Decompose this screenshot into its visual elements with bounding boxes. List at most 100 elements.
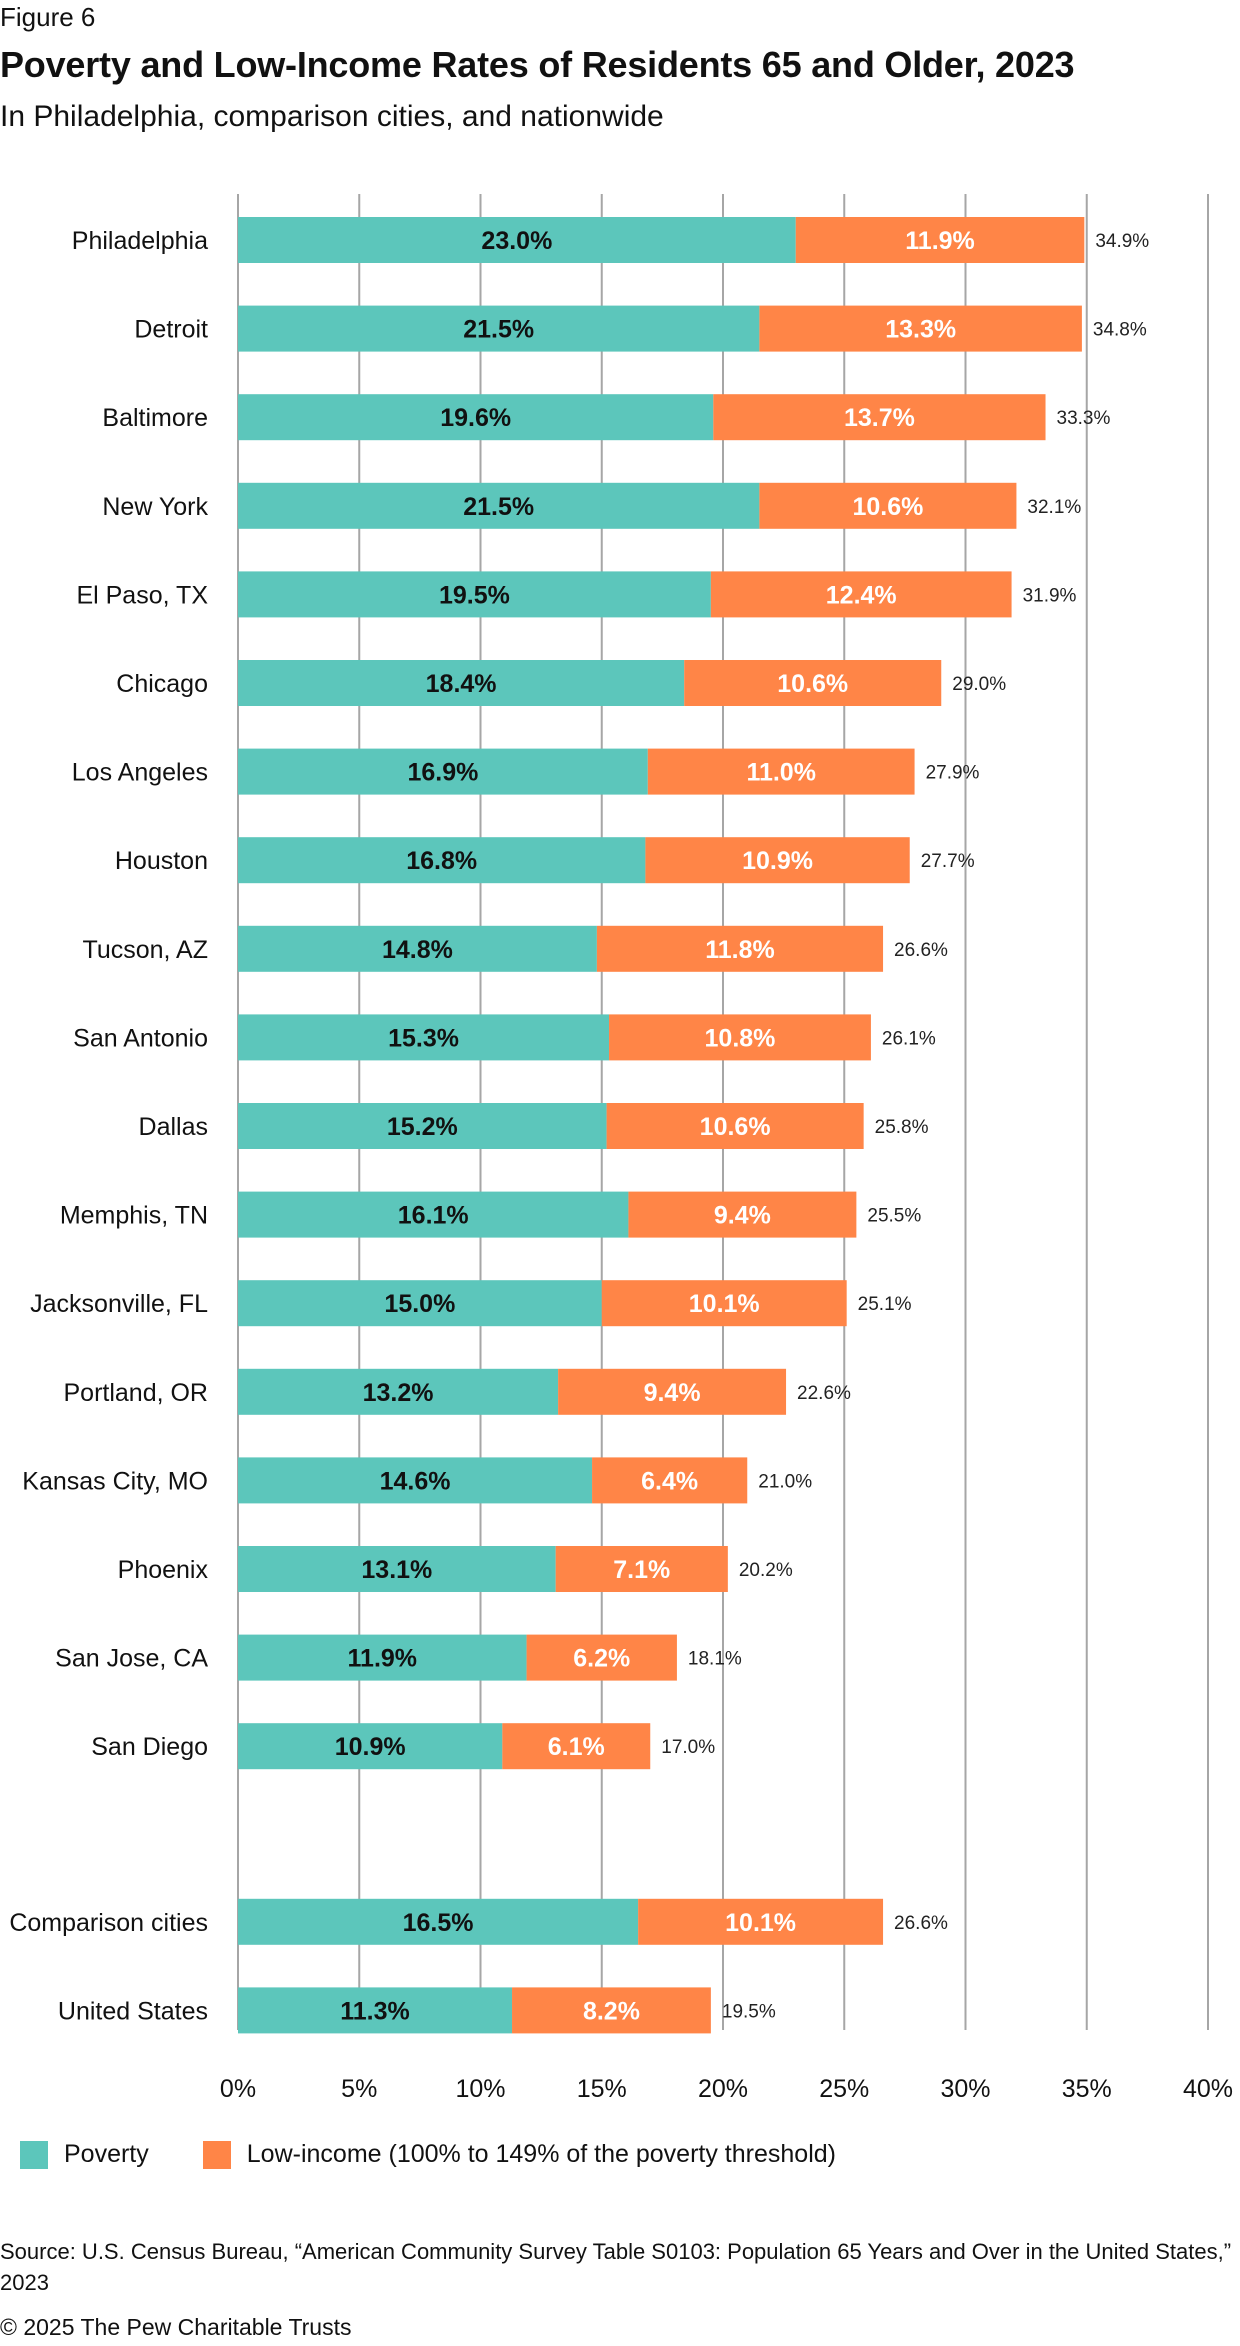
- data-label-total: 27.7%: [921, 851, 975, 872]
- chart-title: Poverty and Low-Income Rates of Resident…: [0, 44, 1075, 85]
- category-label: Tucson, AZ: [82, 936, 208, 964]
- data-label-low-income: 10.8%: [705, 1024, 776, 1052]
- data-label-low-income: 11.8%: [705, 936, 775, 964]
- category-label: El Paso, TX: [76, 581, 208, 609]
- category-label: San Jose, CA: [55, 1645, 208, 1673]
- data-label-total: 34.8%: [1093, 320, 1147, 341]
- data-label-total: 26.6%: [894, 1913, 948, 1934]
- data-label-poverty: 21.5%: [463, 493, 534, 521]
- data-label-poverty: 13.1%: [361, 1556, 432, 1584]
- data-label-poverty: 19.6%: [440, 404, 511, 432]
- bar-poverty: [238, 1368, 559, 1415]
- data-label-low-income: 10.1%: [725, 1909, 796, 1937]
- data-label-total: 26.1%: [882, 1028, 936, 1049]
- chart-subtitle: In Philadelphia, comparison cities, and …: [0, 100, 664, 133]
- data-label-poverty: 16.9%: [407, 759, 478, 787]
- data-label-total: 25.8%: [875, 1117, 929, 1138]
- stacked-bar-chart: 23.0% 11.9% 34.9% 21.5% 13.3% 34.8% 19.6% 13.7%…: [9, 194, 1233, 2103]
- category-label: Baltimore: [102, 404, 208, 432]
- bar-poverty: [238, 217, 796, 263]
- data-label-poverty: 15.3%: [388, 1024, 459, 1052]
- x-tick-label: 25%: [819, 2075, 869, 2103]
- legend: Poverty Low-income (100% to 149% of the …: [20, 2140, 890, 2169]
- poverty-swatch-icon: [20, 2140, 48, 2169]
- bar-low-income: [592, 1457, 748, 1504]
- bar-poverty: [238, 660, 685, 706]
- low-income-swatch-icon: [202, 2140, 231, 2169]
- category-label: Comparison cities: [9, 1909, 208, 1937]
- bar-low-income: [502, 1723, 651, 1770]
- legend-label-poverty: Poverty: [64, 2140, 149, 2168]
- data-label-total: 33.3%: [1057, 408, 1111, 429]
- bar-low-income: [713, 394, 1046, 441]
- data-label-low-income: 7.1%: [613, 1556, 670, 1584]
- data-label-total: 27.9%: [926, 763, 980, 784]
- data-label-poverty: 15.0%: [384, 1290, 455, 1318]
- data-label-total: 20.2%: [739, 1560, 793, 1581]
- category-label: Houston: [115, 847, 208, 875]
- data-label-low-income: 11.9%: [905, 227, 975, 255]
- bar-low-income: [710, 571, 1012, 618]
- bar-poverty: [238, 1987, 513, 2034]
- copyright: © 2025 The Pew Charitable Trusts: [0, 2314, 352, 2340]
- x-tick-label: 10%: [455, 2075, 505, 2103]
- bar-low-income: [645, 837, 910, 884]
- category-labels: Philadelphia Detroit Baltimore New York El P…: [9, 227, 208, 2025]
- data-label-low-income: 6.4%: [641, 1467, 698, 1495]
- data-label-low-income: 10.6%: [852, 493, 923, 521]
- category-label: Detroit: [134, 316, 208, 344]
- bar-poverty: [238, 305, 760, 352]
- bar-low-income: [512, 1987, 711, 2034]
- bar-low-income: [628, 1191, 857, 1238]
- category-label: Portland, OR: [63, 1379, 208, 1407]
- category-label: Chicago: [116, 670, 208, 698]
- data-label-total: 21.0%: [758, 1471, 812, 1492]
- x-tick-label: 40%: [1183, 2075, 1233, 2103]
- data-label-total: 29.0%: [952, 674, 1006, 695]
- data-label-low-income: 10.6%: [700, 1113, 771, 1141]
- data-label-low-income: 12.4%: [826, 581, 897, 609]
- data-label-low-income: 10.6%: [777, 670, 848, 698]
- data-label-poverty: 16.5%: [403, 1909, 474, 1937]
- bar-poverty: [238, 1280, 602, 1327]
- x-tick-label: 0%: [220, 2075, 256, 2103]
- figure-label: Figure 6: [0, 2, 96, 32]
- data-label-poverty: 19.5%: [439, 581, 510, 609]
- bar-poverty: [238, 1898, 639, 1945]
- category-label: New York: [102, 493, 208, 521]
- data-label-poverty: 10.9%: [335, 1733, 406, 1761]
- x-tick-label: 35%: [1062, 2075, 1112, 2103]
- data-label-low-income: 13.7%: [844, 404, 915, 432]
- bar-low-income: [647, 748, 915, 795]
- data-label-total: 25.1%: [858, 1294, 912, 1315]
- bar-low-income: [606, 1103, 864, 1149]
- legend-item-low-income: Low-income (100% to 149% of the poverty …: [202, 2140, 836, 2169]
- bar-poverty: [238, 482, 760, 529]
- data-label-low-income: 9.4%: [644, 1379, 701, 1407]
- data-label-poverty: 11.9%: [348, 1645, 418, 1673]
- data-label-total: 17.0%: [661, 1737, 715, 1758]
- source-note: Source: U.S. Census Bureau, “American Co…: [0, 2239, 1232, 2295]
- bar-low-income: [526, 1634, 677, 1681]
- bar-low-income: [601, 1280, 847, 1327]
- bar-poverty: [238, 571, 711, 618]
- bars: 23.0% 11.9% 34.9% 21.5% 13.3% 34.8% 19.6% 13.7%…: [238, 217, 1149, 2034]
- bar-poverty: [238, 1014, 610, 1061]
- bar-poverty: [238, 1103, 607, 1149]
- category-label: Kansas City, MO: [22, 1467, 208, 1495]
- data-label-poverty: 16.8%: [406, 847, 477, 875]
- data-label-low-income: 13.3%: [885, 316, 956, 344]
- bar-low-income: [684, 660, 942, 706]
- bar-low-income: [795, 217, 1085, 263]
- bar-poverty: [238, 748, 648, 795]
- data-label-poverty: 15.2%: [387, 1113, 458, 1141]
- bar-poverty: [238, 1546, 556, 1592]
- data-label-low-income: 10.1%: [689, 1290, 760, 1318]
- bar-poverty: [238, 1191, 629, 1238]
- data-label-total: 25.5%: [867, 1206, 921, 1227]
- data-label-total: 18.1%: [688, 1649, 742, 1670]
- x-tick-label: 15%: [577, 2075, 627, 2103]
- data-label-poverty: 16.1%: [398, 1202, 469, 1230]
- data-label-total: 31.9%: [1023, 585, 1077, 606]
- legend-item-poverty: Poverty: [20, 2140, 149, 2169]
